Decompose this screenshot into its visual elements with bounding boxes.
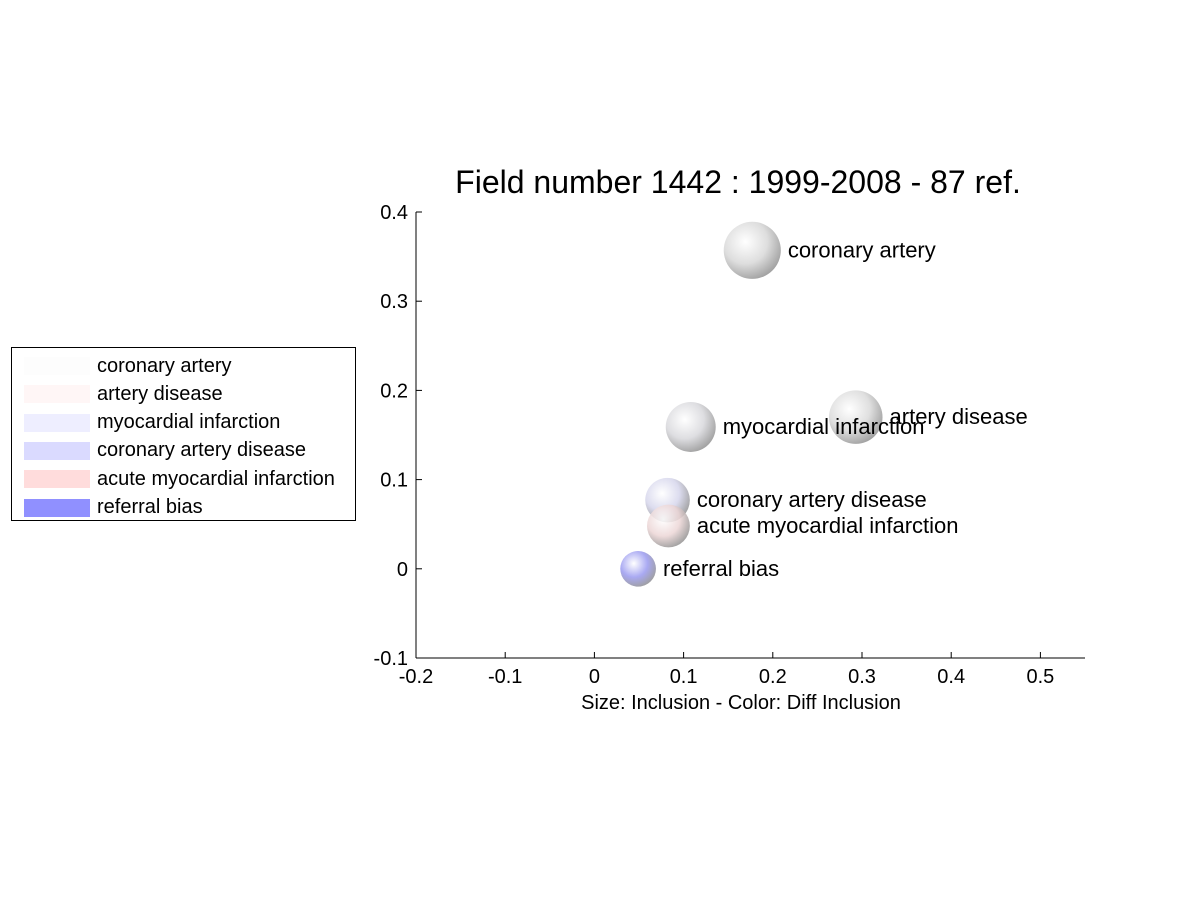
legend-item: coronary artery bbox=[24, 354, 232, 377]
x-tick-label: 0.2 bbox=[759, 666, 787, 688]
legend-swatch bbox=[24, 385, 90, 404]
legend-label: referral bias bbox=[97, 496, 203, 518]
legend-label: coronary artery bbox=[97, 354, 232, 377]
data-point-label: acute myocardial infarction bbox=[697, 513, 959, 538]
legend-label: myocardial infarction bbox=[97, 411, 281, 434]
legend-item: referral bias bbox=[24, 496, 203, 518]
y-tick-label: 0.4 bbox=[380, 202, 408, 224]
x-tick-label: 0.5 bbox=[1026, 666, 1054, 688]
data-point bbox=[723, 221, 781, 279]
y-tick-label: 0.2 bbox=[380, 380, 408, 402]
x-tick-label: -0.1 bbox=[488, 666, 522, 688]
data-point-label: artery disease bbox=[890, 404, 1028, 429]
legend: coronary artery artery disease myocardial … bbox=[11, 347, 356, 521]
legend-swatch bbox=[24, 413, 90, 432]
y-tick-label: 0.3 bbox=[380, 291, 408, 313]
x-tick-label: 0.1 bbox=[670, 666, 698, 688]
legend-swatch bbox=[24, 441, 90, 460]
data-point bbox=[647, 504, 690, 548]
x-axis-label: Size: Inclusion - Color: Diff Inclusion bbox=[581, 692, 901, 714]
legend-swatch bbox=[24, 357, 90, 375]
data-point-label: referral bias bbox=[663, 556, 779, 581]
x-tick-label: 0.3 bbox=[848, 666, 876, 688]
legend-swatch bbox=[24, 470, 90, 489]
chart-title: Field number 1442 : 1999-2008 - 87 ref. bbox=[455, 164, 1021, 200]
legend-item: myocardial infarction bbox=[24, 411, 281, 434]
legend-label: coronary artery disease bbox=[97, 439, 306, 462]
y-tick-label: 0 bbox=[397, 559, 408, 581]
data-point-label: coronary artery disease bbox=[697, 487, 927, 512]
legend-item: coronary artery disease bbox=[24, 439, 306, 462]
data-point-label: myocardial infarction bbox=[723, 414, 925, 439]
y-tick-label: 0.1 bbox=[380, 470, 408, 492]
data-point bbox=[620, 550, 656, 587]
legend-swatch bbox=[24, 498, 90, 517]
legend-item: acute myocardial infarction bbox=[24, 467, 335, 490]
x-tick-label: 0 bbox=[589, 666, 600, 688]
legend-label: artery disease bbox=[97, 382, 223, 405]
y-tick-label: -0.1 bbox=[374, 648, 408, 670]
legend-item: artery disease bbox=[24, 382, 223, 405]
x-tick-label: 0.4 bbox=[937, 666, 965, 688]
legend-label: acute myocardial infarction bbox=[97, 467, 335, 490]
data-point bbox=[828, 390, 883, 444]
data-point bbox=[665, 401, 716, 452]
data-point-label: coronary artery bbox=[788, 237, 936, 262]
x-tick-label: -0.2 bbox=[399, 666, 433, 688]
